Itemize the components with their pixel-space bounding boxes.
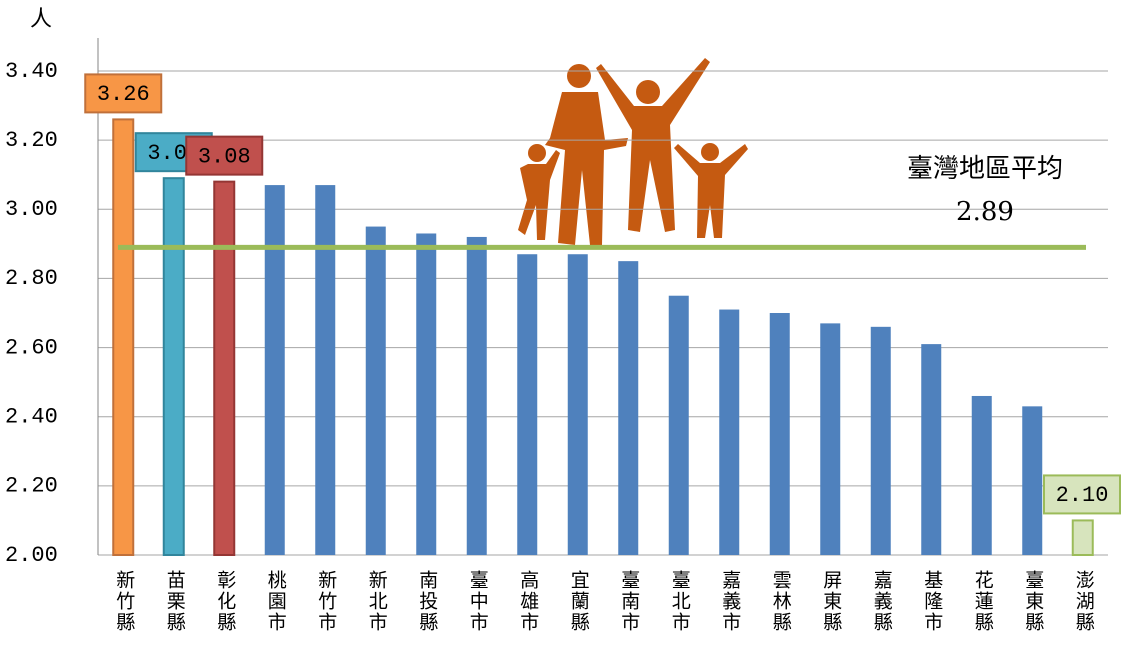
bar xyxy=(1071,519,1094,557)
value-label: 2.10 xyxy=(1056,483,1109,508)
x-tick-label: 臺中市 xyxy=(467,570,489,633)
x-tick-label: 花蓮縣 xyxy=(972,570,994,633)
x-tick-label: 臺北市 xyxy=(669,570,691,633)
y-tick-label: 3.00 xyxy=(5,197,58,222)
bar xyxy=(264,185,285,556)
x-tick-label: 彰化縣 xyxy=(214,570,236,633)
bar xyxy=(466,236,487,555)
x-tick-label: 嘉義縣 xyxy=(871,570,893,633)
x-tick-label: 南投縣 xyxy=(416,570,438,633)
bar xyxy=(668,295,689,555)
x-tick-label: 嘉義市 xyxy=(719,570,741,633)
x-tick-label: 基隆市 xyxy=(921,570,943,633)
average-value: 2.89 xyxy=(956,197,1014,227)
bar xyxy=(870,326,891,555)
y-tick-label: 3.20 xyxy=(5,128,58,153)
bar xyxy=(162,177,185,557)
x-tick-label: 澎湖縣 xyxy=(1073,570,1095,633)
y-tick-label: 3.40 xyxy=(5,59,58,84)
value-label: 3.26 xyxy=(97,82,150,107)
bar xyxy=(365,226,386,556)
value-label: 3.08 xyxy=(198,144,251,169)
y-tick-label: 2.00 xyxy=(5,543,58,568)
x-tick-label: 苗栗縣 xyxy=(164,570,186,633)
y-tick-label: 2.20 xyxy=(5,474,58,499)
value-label-box xyxy=(84,73,163,114)
y-tick-label: 2.60 xyxy=(5,335,58,360)
y-tick-label: 2.80 xyxy=(5,266,58,291)
x-tick-label: 新竹市 xyxy=(315,570,337,633)
bar xyxy=(315,185,336,556)
bar xyxy=(971,395,992,555)
x-tick-label: 屏東縣 xyxy=(820,570,842,633)
average-label: 臺灣地區平均 xyxy=(907,154,1063,184)
bar xyxy=(769,313,790,555)
bar xyxy=(618,261,639,555)
x-tick-label: 新竹縣 xyxy=(113,570,135,633)
x-tick-label: 新北市 xyxy=(366,570,388,633)
bar xyxy=(213,180,236,556)
bar xyxy=(719,309,740,555)
bar xyxy=(112,118,135,557)
x-tick-label: 臺東縣 xyxy=(1022,570,1044,633)
x-tick-label: 雲林縣 xyxy=(770,570,792,633)
x-tick-label: 桃園市 xyxy=(265,570,287,633)
value-label-box xyxy=(185,135,264,176)
bar xyxy=(921,344,942,555)
bar xyxy=(517,254,538,555)
y-tick-label: 2.40 xyxy=(5,405,58,430)
bar xyxy=(416,233,437,555)
bar xyxy=(567,254,588,555)
y-axis-label: 人 xyxy=(30,7,52,32)
bar xyxy=(820,323,841,555)
x-tick-label: 臺南市 xyxy=(618,570,640,633)
value-label-box xyxy=(1043,474,1121,515)
x-tick-label: 高雄市 xyxy=(517,570,539,633)
x-tick-label: 宜蘭縣 xyxy=(568,570,590,633)
bar xyxy=(1022,406,1043,555)
family-silhouette xyxy=(518,58,748,245)
